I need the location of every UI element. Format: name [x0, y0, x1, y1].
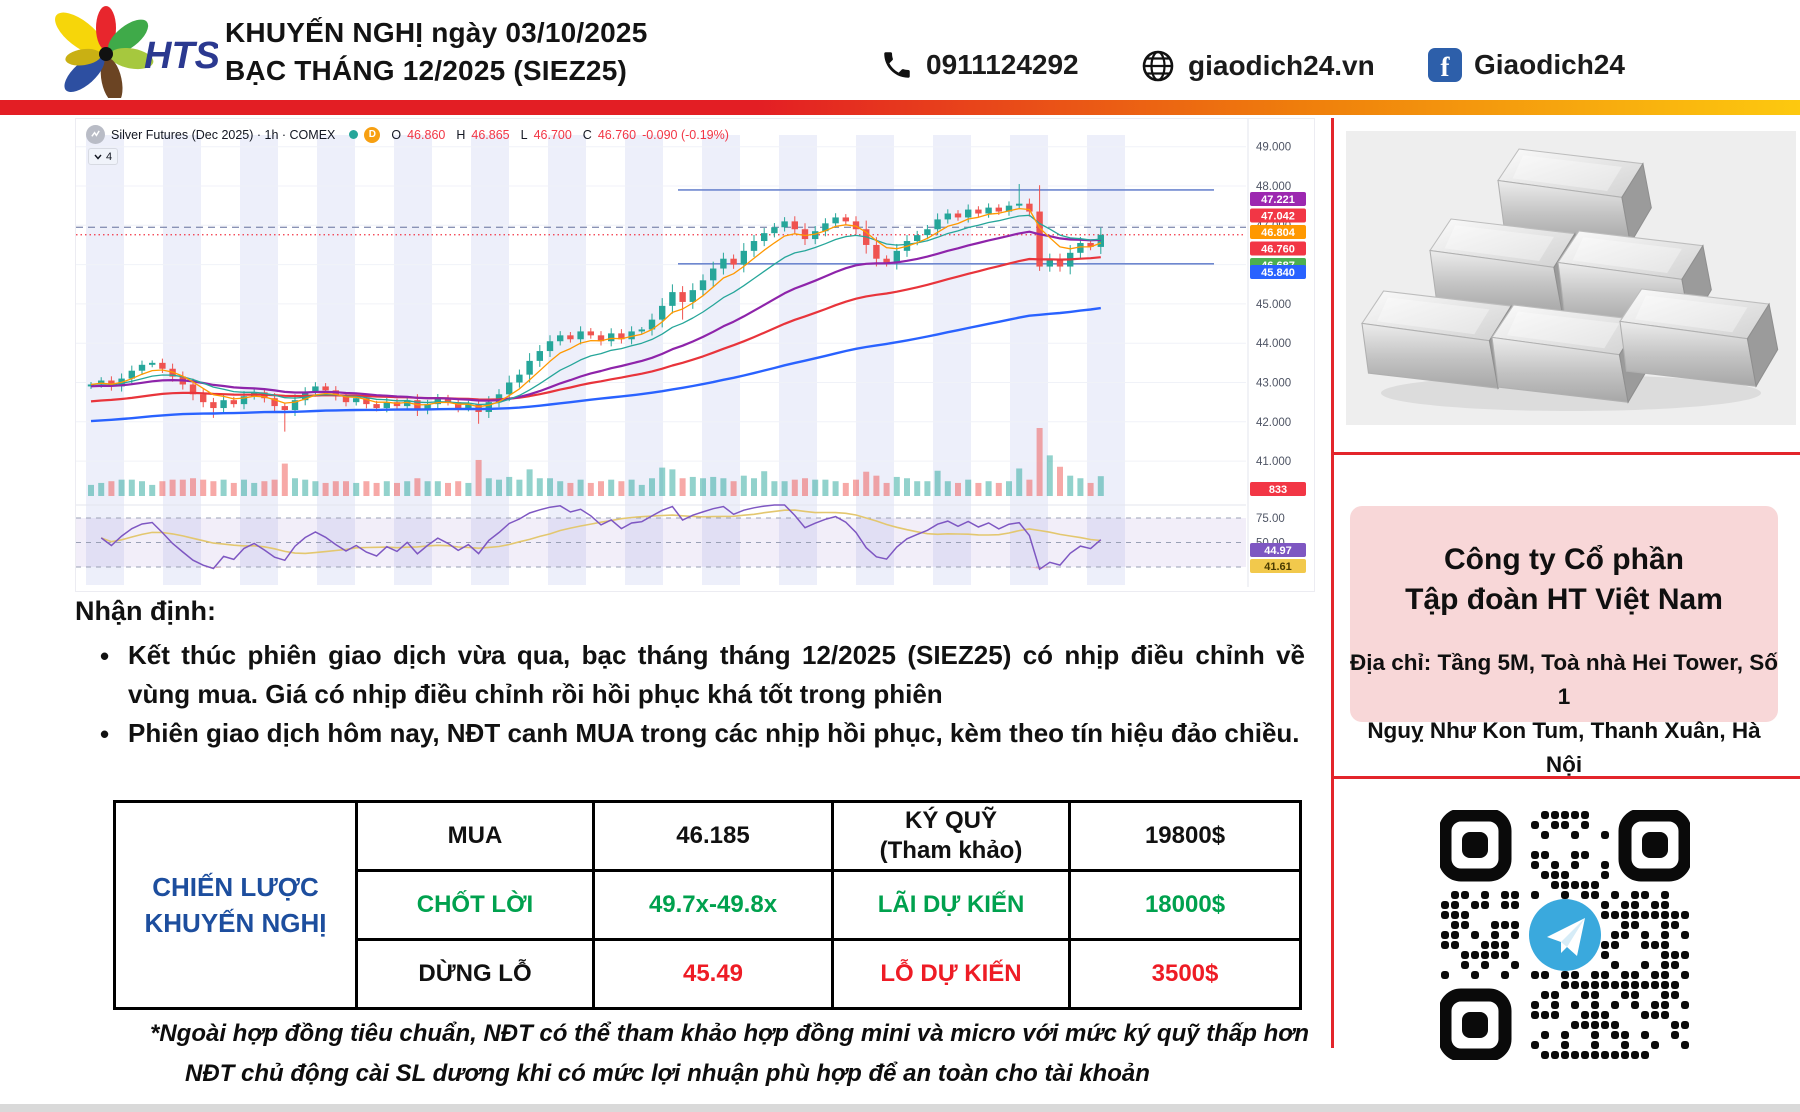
list-item: • Phiên giao dịch hôm nay, NĐT canh MUA … — [100, 714, 1305, 754]
action-cell: CHỐT LỜI — [355, 869, 595, 941]
label-cell: KÝ QUỸ (Tham khảo) — [831, 800, 1071, 872]
value-cell: 49.7x-49.8x — [592, 869, 834, 941]
horizontal-divider-1 — [1331, 452, 1800, 455]
svg-text:45.840: 45.840 — [1261, 267, 1295, 279]
table-row: CHIẾN LƯỢC KHUYẾN NGHỊ MUA 46.185 KÝ QUỸ… — [113, 800, 1302, 1010]
svg-text:48.000: 48.000 — [1256, 181, 1291, 193]
strategy-table: CHIẾN LƯỢC KHUYẾN NGHỊ MUA 46.185 KÝ QUỸ… — [113, 800, 1302, 1010]
list-item: • Kết thúc phiên giao dịch vừa qua, bạc … — [100, 636, 1305, 714]
hts-logo: HTS — [55, 6, 218, 98]
action-cell: MUA — [355, 800, 595, 872]
website-url: giaodich24.vn — [1188, 50, 1375, 81]
company-address-2: Nguỵ Như Kon Tum, Thanh Xuân, Hà Nội — [1367, 718, 1761, 777]
instrument-icon — [86, 125, 105, 144]
change-value: -0.090 (-0.19%) — [642, 127, 729, 142]
svg-text:41.000: 41.000 — [1256, 456, 1291, 468]
page-bottom-edge — [0, 1104, 1800, 1112]
bullet-text-1: Kết thúc phiên giao dịch vừa qua, bạc th… — [128, 640, 1305, 709]
header: HTS KHUYẾN NGHỊ ngày 03/10/2025 BẠC THÁN… — [0, 0, 1800, 100]
svg-text:75.00: 75.00 — [1256, 513, 1285, 525]
svg-text:44.97: 44.97 — [1264, 545, 1292, 557]
facebook-icon: f — [1428, 48, 1462, 82]
phone-contact[interactable]: 0911124292 — [880, 48, 1079, 82]
svg-text:45.000: 45.000 — [1256, 299, 1291, 311]
ohlc-high-label: H — [456, 127, 466, 142]
company-name-1: Công ty Cổ phần — [1444, 543, 1684, 576]
amount-cell: 19800$ — [1068, 800, 1302, 872]
page-title: KHUYẾN NGHỊ ngày 03/10/2025 BẠC THÁNG 12… — [225, 14, 647, 90]
website-contact[interactable]: giaodich24.vn — [1140, 48, 1375, 84]
chart-canvas[interactable]: 49.00048.00047.00046.00045.00044.00043.0… — [76, 119, 1314, 591]
header-divider-gradient — [0, 100, 1800, 115]
label-cell: LÃI DỰ KIẾN — [831, 869, 1071, 941]
svg-text:46.804: 46.804 — [1261, 227, 1296, 239]
ohlc-open-label: O — [391, 127, 402, 142]
svg-text:43.000: 43.000 — [1256, 378, 1291, 390]
disclaimer-line-2: NĐT chủ động cài SL dương khi có mức lợi… — [185, 1060, 1150, 1087]
ohlc-open-value: 46.860 — [407, 127, 446, 142]
table-row: CHỐT LỜI 49.7x-49.8x LÃI DỰ KIẾN 18000$ — [115, 869, 1302, 941]
title-line-1: KHUYẾN NGHỊ ngày 03/10/2025 — [225, 17, 648, 48]
price-chart[interactable]: 49.00048.00047.00046.00045.00044.00043.0… — [75, 118, 1315, 592]
phone-number: 0911124292 — [926, 49, 1079, 80]
indicator-count: 4 — [106, 150, 113, 163]
amount-cell: 3500$ — [1068, 938, 1302, 1010]
ohlc-low-label: L — [520, 127, 528, 142]
chevron-down-icon — [94, 154, 102, 160]
value-cell: 46.185 — [592, 800, 834, 872]
action-cell: DỪNG LỖ — [355, 938, 595, 1010]
globe-icon — [1142, 50, 1174, 82]
disclaimer-line-1: *Ngoài hợp đồng tiêu chuẩn, NĐT có thể t… — [150, 1020, 1310, 1047]
bullet-icon: • — [100, 719, 110, 749]
ohlc-close-value: 46.760 — [597, 127, 637, 142]
svg-text:41.61: 41.61 — [1264, 561, 1292, 573]
company-address-1: Địa chỉ: Tầng 5M, Toà nhà Hei Tower, Số … — [1350, 650, 1778, 709]
ohlc-high-value: 46.865 — [471, 127, 510, 142]
svg-text:42.000: 42.000 — [1256, 417, 1291, 429]
telegram-qr-code — [1438, 808, 1692, 1062]
bullet-icon: • — [100, 641, 110, 671]
table-row: DỪNG LỖ 45.49 LỖ DỰ KIẾN 3500$ — [115, 938, 1302, 1010]
bullet-text-2: Phiên giao dịch hôm nay, NĐT canh MUA tr… — [128, 718, 1300, 748]
interval-badge[interactable]: D — [364, 126, 381, 143]
chart-legend: Silver Futures (Dec 2025) · 1h · COMEX D… — [86, 125, 729, 144]
svg-text:46.760: 46.760 — [1261, 244, 1295, 256]
facebook-name: Giaodich24 — [1474, 49, 1625, 80]
svg-text:49.000: 49.000 — [1256, 142, 1291, 154]
silver-bars-image — [1346, 131, 1796, 425]
title-line-2: BẠC THÁNG 12/2025 (SIEZ25) — [225, 55, 627, 86]
phone-icon — [884, 52, 910, 78]
svg-text:47.221: 47.221 — [1261, 194, 1295, 206]
analysis-bullets: • Kết thúc phiên giao dịch vừa qua, bạc … — [100, 636, 1305, 754]
vertical-divider — [1331, 118, 1334, 1048]
svg-text:HTS: HTS — [144, 35, 218, 77]
svg-text:47.042: 47.042 — [1261, 211, 1295, 223]
analysis-heading: Nhận định: — [75, 596, 216, 626]
facebook-contact[interactable]: f Giaodich24 — [1428, 48, 1625, 82]
ohlc-close-label: C — [582, 127, 592, 142]
label-cell: LỖ DỰ KIẾN — [831, 938, 1071, 1010]
chart-symbol: Silver Futures (Dec 2025) · 1h · COMEX — [111, 127, 336, 142]
footer-disclaimer: *Ngoài hợp đồng tiêu chuẩn, NĐT có thể t… — [150, 1014, 1309, 1094]
value-cell: 45.49 — [592, 938, 834, 1010]
strategy-label-cell: CHIẾN LƯỢC KHUYẾN NGHỊ — [113, 800, 358, 1010]
status-dot-icon — [349, 130, 359, 139]
company-name-2: Tập đoàn HT Việt Nam — [1405, 583, 1723, 616]
svg-text:833: 833 — [1269, 484, 1287, 496]
svg-text:44.000: 44.000 — [1256, 338, 1291, 350]
ohlc-low-value: 46.700 — [533, 127, 572, 142]
indicators-collapsed-toggle[interactable]: 4 — [88, 148, 119, 165]
horizontal-divider-2 — [1331, 776, 1800, 779]
amount-cell: 18000$ — [1068, 869, 1302, 941]
company-card: Công ty Cổ phần Tập đoàn HT Việt Nam Địa… — [1350, 506, 1778, 777]
